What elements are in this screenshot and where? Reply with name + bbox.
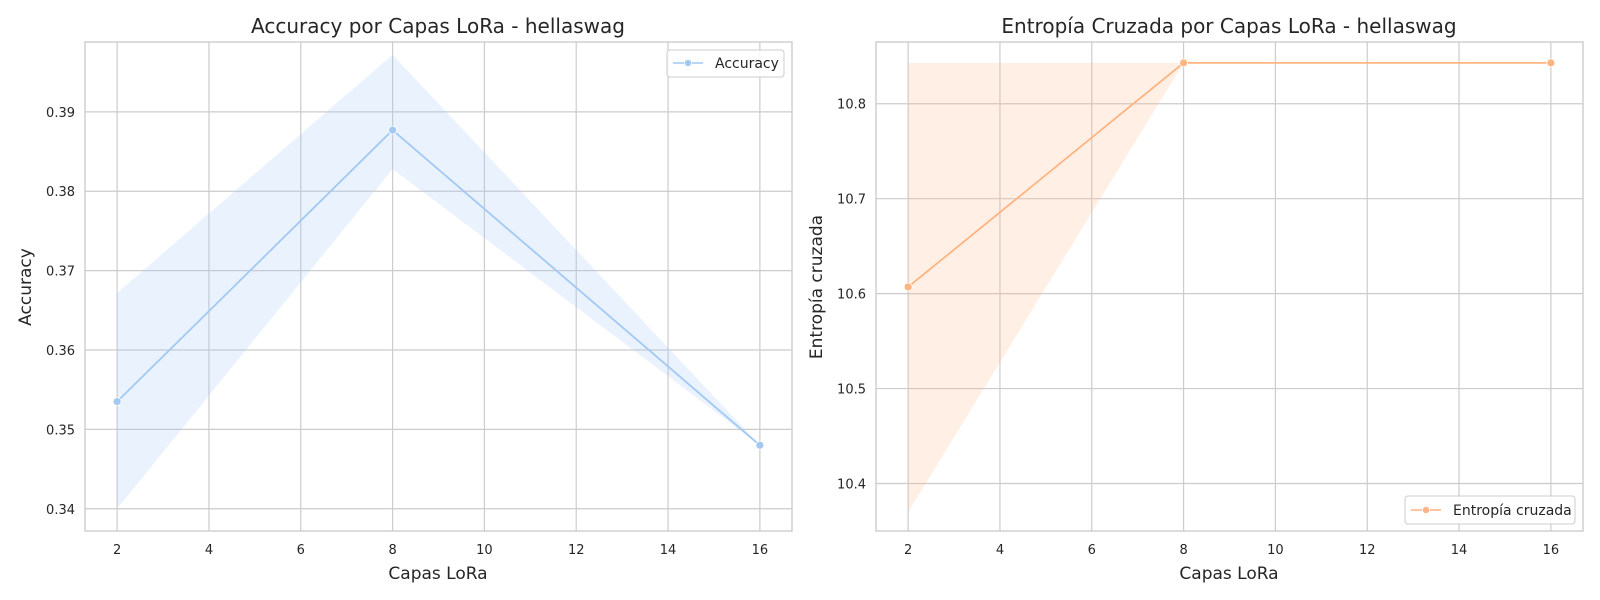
x-axis-label: Capas LoRa bbox=[388, 564, 487, 584]
y-tick-label: 0.38 bbox=[46, 185, 75, 200]
x-tick-label: 14 bbox=[660, 543, 677, 558]
x-tick-label: 14 bbox=[1451, 543, 1468, 558]
grid bbox=[85, 42, 792, 531]
data-point bbox=[1546, 58, 1556, 68]
confidence-band-area bbox=[908, 62, 1551, 513]
y-tick-label: 0.36 bbox=[46, 344, 75, 359]
x-tick-label: 10 bbox=[1267, 543, 1284, 558]
legend-box bbox=[1404, 495, 1576, 525]
x-tick-label: 6 bbox=[1088, 543, 1096, 558]
chart-title: Accuracy por Capas LoRa - hellaswag bbox=[251, 14, 625, 38]
data-point bbox=[903, 282, 913, 292]
x-tick-label: 8 bbox=[388, 543, 396, 558]
y-tick-label: 0.35 bbox=[46, 423, 75, 438]
data-point bbox=[112, 397, 122, 407]
confidence-band bbox=[117, 54, 760, 509]
data-point bbox=[755, 440, 765, 450]
cross-entropy-chart: Entropía Cruzada por Capas LoRa - hellas… bbox=[807, 14, 1584, 584]
data-points bbox=[903, 58, 1556, 292]
legend-point-marker bbox=[684, 59, 693, 68]
confidence-band bbox=[908, 62, 1551, 513]
x-tick-label: 2 bbox=[113, 543, 121, 558]
confidence-band-area bbox=[117, 54, 760, 509]
y-tick-labels: 0.34 0.35 0.36 0.37 0.38 0.39 bbox=[46, 106, 75, 518]
x-tick-labels: 2 4 6 8 10 12 14 16 bbox=[113, 543, 768, 558]
x-tick-label: 4 bbox=[205, 543, 213, 558]
y-tick-label: 10.4 bbox=[837, 478, 866, 493]
legend-label: Entropía cruzada bbox=[1453, 503, 1572, 519]
x-tick-label: 6 bbox=[297, 543, 305, 558]
y-tick-label: 10.6 bbox=[837, 288, 866, 303]
x-tick-labels: 2 4 6 8 10 12 14 16 bbox=[904, 543, 1559, 558]
plot-frame bbox=[84, 41, 793, 532]
x-tick-label: 10 bbox=[476, 543, 493, 558]
legend: Accuracy bbox=[666, 49, 785, 78]
legend-box bbox=[666, 49, 785, 78]
y-tick-label: 0.37 bbox=[46, 265, 75, 280]
legend: Entropía cruzada bbox=[1404, 495, 1576, 525]
accuracy-chart: Accuracy por Capas LoRa - hellaswag 2 4 6 8… bbox=[16, 14, 793, 584]
data-point bbox=[1179, 58, 1188, 68]
y-tick-label: 10.7 bbox=[837, 193, 866, 208]
y-tick-label: 0.39 bbox=[46, 106, 75, 121]
legend-point-marker bbox=[1422, 505, 1431, 514]
grid bbox=[876, 42, 1583, 531]
x-tick-label: 16 bbox=[1543, 543, 1560, 558]
x-tick-label: 16 bbox=[752, 543, 769, 558]
y-tick-label: 0.34 bbox=[46, 503, 75, 518]
data-point bbox=[388, 125, 397, 135]
y-tick-label: 10.5 bbox=[837, 383, 866, 398]
x-axis-label: Capas LoRa bbox=[1179, 564, 1278, 584]
y-axis-label: Accuracy bbox=[16, 248, 36, 326]
x-tick-label: 12 bbox=[1359, 543, 1376, 558]
x-tick-label: 8 bbox=[1179, 543, 1187, 558]
x-tick-label: 2 bbox=[904, 543, 912, 558]
x-tick-label: 12 bbox=[568, 543, 585, 558]
legend-label: Accuracy bbox=[715, 56, 779, 72]
y-axis-label: Entropía cruzada bbox=[807, 215, 827, 359]
plot-frame bbox=[875, 41, 1584, 532]
y-tick-label: 10.8 bbox=[837, 98, 866, 113]
chart-title: Entropía Cruzada por Capas LoRa - hellas… bbox=[1001, 14, 1456, 38]
x-tick-label: 4 bbox=[996, 543, 1004, 558]
data-points bbox=[112, 125, 765, 450]
y-tick-labels: 10.4 10.5 10.6 10.7 10.8 bbox=[837, 98, 866, 493]
